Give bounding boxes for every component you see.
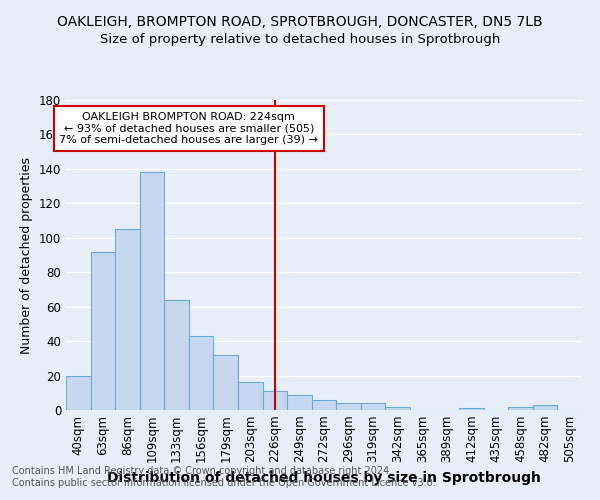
Bar	[66, 376, 91, 410]
Bar	[238, 382, 263, 410]
Text: OAKLEIGH, BROMPTON ROAD, SPROTBROUGH, DONCASTER, DN5 7LB: OAKLEIGH, BROMPTON ROAD, SPROTBROUGH, DO…	[57, 15, 543, 29]
Bar	[214, 355, 238, 410]
Text: OAKLEIGH BROMPTON ROAD: 224sqm
← 93% of detached houses are smaller (505)
7% of : OAKLEIGH BROMPTON ROAD: 224sqm ← 93% of …	[59, 112, 318, 146]
Bar	[508, 406, 533, 410]
Bar	[164, 300, 189, 410]
Text: Contains HM Land Registry data © Crown copyright and database right 2024.
Contai: Contains HM Land Registry data © Crown c…	[12, 466, 436, 487]
Text: Size of property relative to detached houses in Sprotbrough: Size of property relative to detached ho…	[100, 32, 500, 46]
Bar	[263, 391, 287, 410]
Bar	[189, 336, 214, 410]
Bar	[533, 405, 557, 410]
Bar	[115, 229, 140, 410]
Y-axis label: Number of detached properties: Number of detached properties	[20, 156, 33, 354]
Bar	[336, 403, 361, 410]
Bar	[385, 406, 410, 410]
Bar	[312, 400, 336, 410]
Bar	[459, 408, 484, 410]
X-axis label: Distribution of detached houses by size in Sprotbrough: Distribution of detached houses by size …	[107, 471, 541, 485]
Bar	[140, 172, 164, 410]
Bar	[287, 394, 312, 410]
Bar	[361, 403, 385, 410]
Bar	[91, 252, 115, 410]
